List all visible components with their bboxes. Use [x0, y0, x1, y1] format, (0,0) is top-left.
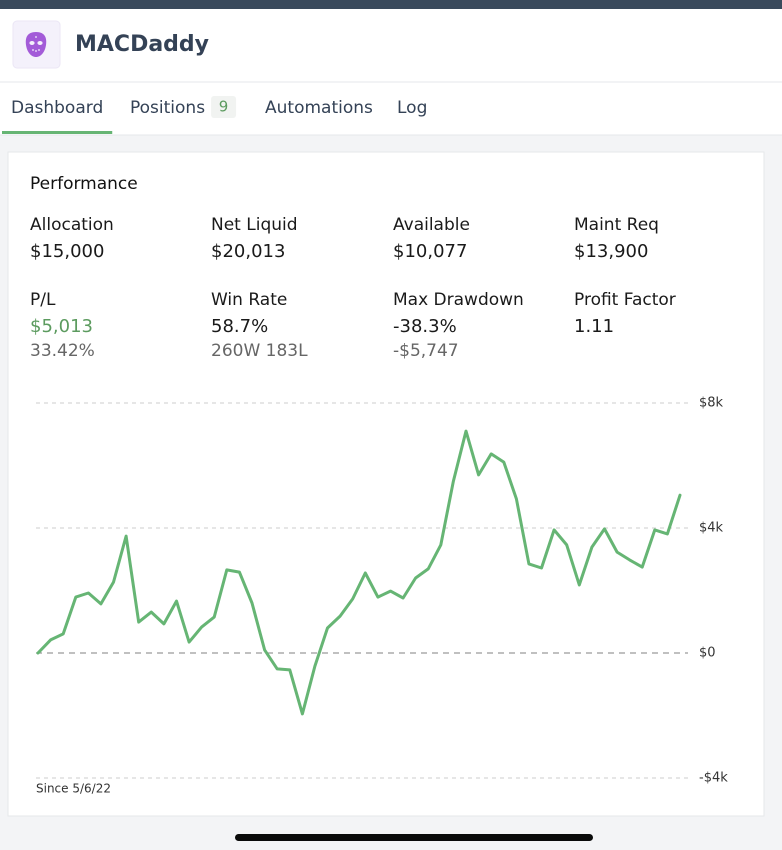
stat-label: Win Rate — [211, 290, 287, 310]
stat-label: Maint Req — [574, 215, 659, 235]
stat-value: $13,900 — [574, 241, 648, 262]
app-title: MACDaddy — [75, 32, 209, 57]
card — [7, 151, 765, 817]
tab-bar: Dashboard Positions 9 Automations Log — [2, 96, 427, 134]
stat-label: Net Liquid — [211, 215, 298, 235]
active-underline — [2, 131, 113, 134]
line-series — [36, 429, 682, 716]
tab[interactable]: Log — [397, 98, 427, 118]
logo — [12, 20, 61, 69]
chart: -$4k $0 $4k $8k Since 5/6/22 — [36, 396, 728, 796]
header-area — [0, 9, 782, 135]
annotation: Since 5/6/22 — [36, 782, 111, 796]
stat-label: Allocation — [30, 215, 114, 235]
stat-value: $15,000 — [30, 241, 104, 262]
stat-value: -38.3% — [393, 316, 457, 337]
top-bar — [0, 0, 782, 9]
tab[interactable]: Automations — [265, 98, 373, 118]
badge — [211, 96, 237, 118]
stat-label: Available — [393, 215, 470, 235]
y-tick-label: $4k — [699, 521, 724, 536]
stat-sub: 33.42% — [30, 341, 95, 361]
y-tick-label: $8k — [699, 396, 724, 411]
stat-value: 58.7% — [211, 316, 268, 337]
stat-value: 1.11 — [574, 316, 614, 337]
tab[interactable]: Positions — [130, 98, 205, 118]
stat-value: $5,013 — [30, 316, 93, 337]
home-indicator — [235, 834, 593, 841]
stats: Allocation $15,000 Net Liquid $20,013 Availa… — [30, 215, 676, 361]
stat-sub: 260W 183L — [211, 341, 308, 361]
stat-value: $20,013 — [211, 241, 285, 262]
stat-value: $10,077 — [393, 241, 467, 262]
y-tick-label: -$4k — [699, 771, 728, 786]
stat-sub: -$5,747 — [393, 341, 459, 361]
stat-label: P/L — [30, 290, 56, 310]
badge-count: 9 — [219, 98, 229, 116]
stat-label: Max Drawdown — [393, 290, 524, 310]
y-tick-label: $0 — [699, 646, 716, 661]
stat-label: Profit Factor — [574, 290, 676, 310]
card-title: Performance — [30, 174, 138, 194]
tab[interactable]: Dashboard — [11, 98, 103, 118]
